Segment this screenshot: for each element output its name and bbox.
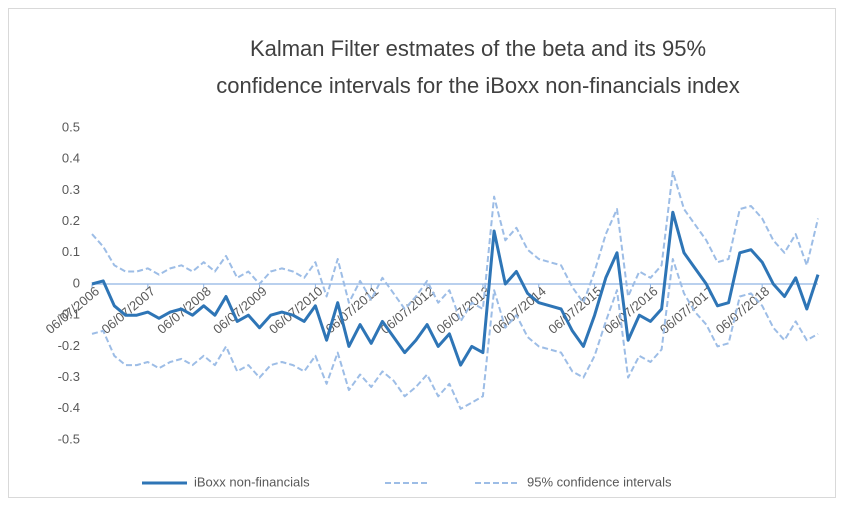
y-tick-label: 0 [73, 275, 80, 290]
y-tick-label: -0.2 [58, 338, 80, 353]
chart-border [8, 8, 836, 498]
series-line [91, 170, 819, 323]
legend-label: 95% confidence intervals [527, 474, 672, 489]
chart-title: Kalman Filter estmates of the beta and i… [250, 36, 706, 61]
chart-title: confidence intervals for the iBoxx non-f… [216, 73, 739, 98]
y-tick-label: -0.3 [58, 369, 80, 384]
y-tick-label: 0.3 [62, 182, 80, 197]
y-tick-label: 0.4 [62, 151, 80, 166]
y-tick-label: -0.5 [58, 431, 80, 446]
series-line [91, 258, 819, 410]
series-line [91, 210, 820, 367]
y-tick-label: 0.1 [62, 244, 80, 259]
y-tick-label: -0.4 [58, 400, 80, 415]
y-tick-label: -0.1 [58, 307, 80, 322]
y-tick-label: 0.2 [62, 213, 80, 228]
legend-label: iBoxx non-financials [194, 474, 310, 489]
y-tick-label: 0.5 [62, 119, 80, 134]
